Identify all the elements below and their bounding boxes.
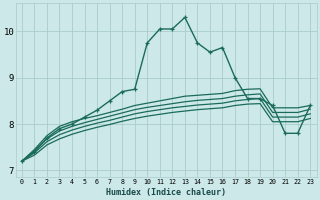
X-axis label: Humidex (Indice chaleur): Humidex (Indice chaleur)	[106, 188, 226, 197]
